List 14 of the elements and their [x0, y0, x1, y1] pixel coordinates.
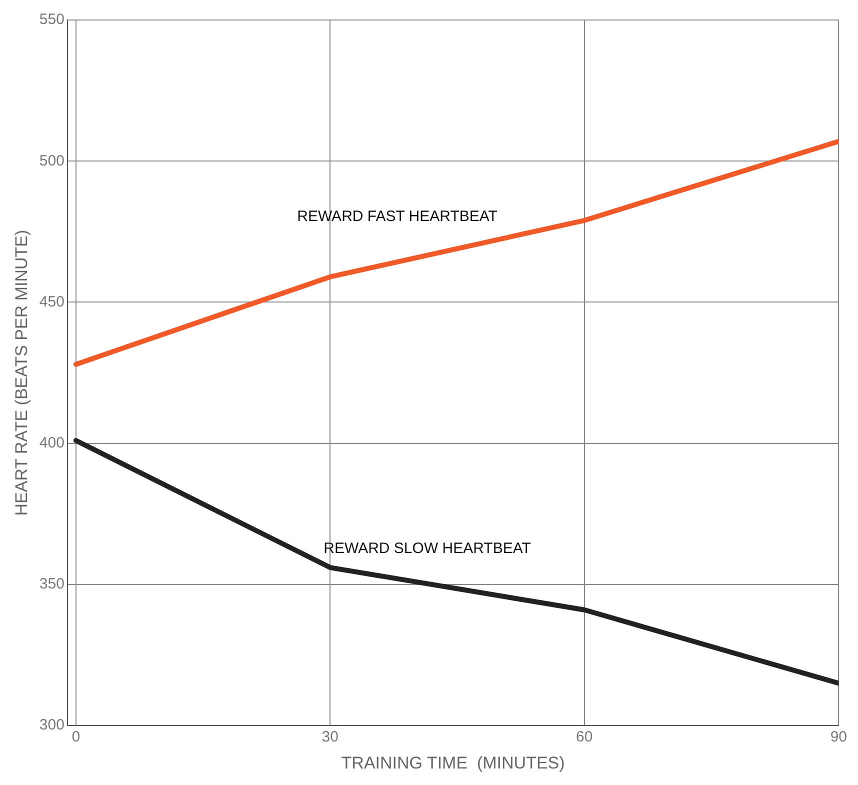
- series-label: REWARD FAST HEARTBEAT: [297, 208, 498, 225]
- y-tick-label: 400: [39, 434, 64, 452]
- x-axis-title: TRAINING TIME (MINUTES): [341, 753, 565, 772]
- y-tick-label: 350: [39, 576, 64, 593]
- y-tick-label: 450: [39, 293, 64, 310]
- y-tick-label: 300: [39, 716, 64, 734]
- y-axis-title: HEART RATE (BEATS PER MINUTE): [12, 230, 31, 516]
- y-tick-label: 500: [39, 152, 64, 170]
- x-tick-label: 30: [322, 728, 338, 746]
- x-tick-label: 0: [72, 728, 80, 746]
- x-tick-label: 60: [576, 728, 593, 746]
- series-label: REWARD SLOW HEARTBEAT: [324, 540, 531, 557]
- x-tick-label: 90: [830, 728, 847, 746]
- y-tick-label: 550: [39, 11, 64, 28]
